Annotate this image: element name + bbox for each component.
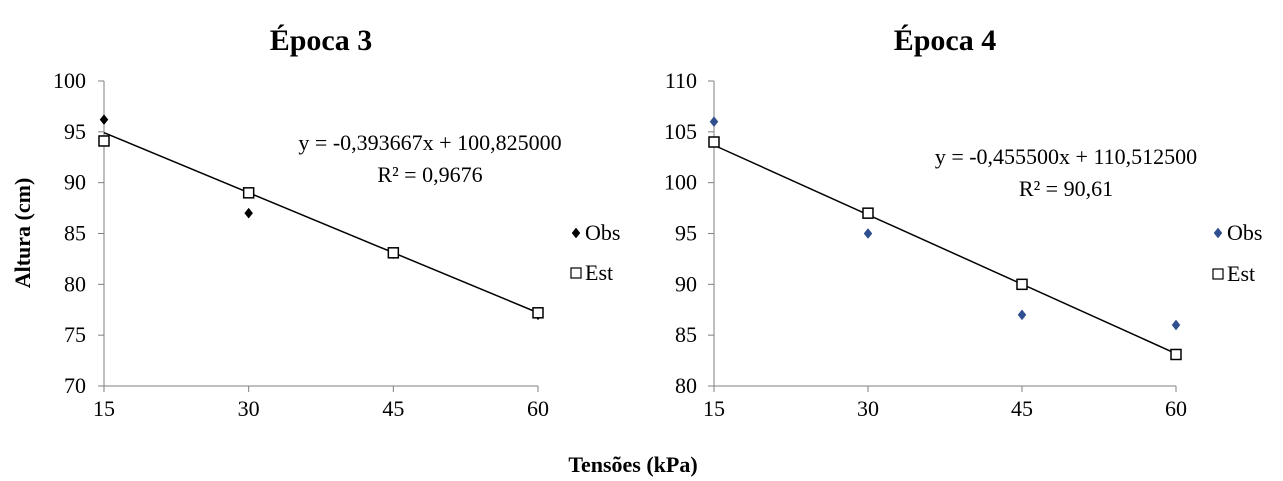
chart-panel-epoca-3: Época 3 70 75 80 85 90 95 100 15 30 45 60 y = -0,393… [53,24,620,421]
r-squared-label: R² = 90,61 [1019,176,1113,201]
y-tick-label: 85 [675,322,697,347]
data-point-est [862,207,874,219]
y-axis-title: Altura (cm) [10,178,35,289]
y-tick-label: 95 [675,221,697,246]
y-tick-label: 95 [64,119,86,144]
data-point-obs [709,116,719,128]
x-tick-label: 45 [1011,396,1033,421]
x-tick-label: 45 [382,396,404,421]
y-tick-label: 70 [64,373,86,398]
data-point-est [532,307,544,319]
legend-marker-est [570,267,582,279]
legend-marker-obs [1213,227,1223,239]
chart-panel-epoca-4: Época 4 80 85 90 95 100 105 110 15 30 45 60 y = -0,4… [664,24,1262,421]
data-point-est [242,187,255,199]
legend-label-est: Est [1227,261,1255,286]
x-tick-label: 15 [93,396,115,421]
trendline [713,144,1177,355]
data-point-est [1016,278,1028,291]
data-point-obs [863,228,873,239]
r-squared-label: R² = 0,9676 [377,162,482,187]
x-tick-label: 15 [703,396,725,421]
y-tick-label: 110 [665,68,697,93]
data-point-obs [99,114,109,126]
legend-marker-est [1212,268,1224,280]
y-tick-label: 85 [64,221,86,246]
y-tick-label: 75 [64,322,86,347]
data-point-obs [1171,319,1181,331]
trendline-equation: y = -0,393667x + 100,825000 [298,130,561,155]
y-tick-label: 100 [53,68,86,93]
x-tick-label: 30 [857,396,879,421]
data-point-obs [1017,309,1027,321]
chart-title: Época 4 [894,24,997,57]
x-tick-label: 30 [238,396,260,421]
y-tick-label: 90 [64,170,86,195]
y-tick-label: 80 [64,271,86,296]
data-point-est [708,136,720,148]
trendline-equation: y = -0,455500x + 110,512500 [935,144,1197,169]
y-tick-label: 100 [664,170,697,195]
legend-label-est: Est [585,260,613,285]
y-tick-label: 90 [675,271,697,296]
x-tick-label: 60 [527,396,549,421]
legend-label-obs: Obs [1227,220,1262,245]
y-tick-label: 80 [675,373,697,398]
data-point-obs [244,207,253,219]
data-point-est [1170,348,1182,361]
legend-label-obs: Obs [585,220,620,245]
trendline [103,131,539,314]
data-point-est [98,135,110,147]
x-tick-label: 60 [1165,396,1187,421]
chart-title: Época 3 [270,24,373,57]
data-point-est [387,247,400,259]
x-axis-title: Tensões (kPa) [568,452,697,477]
legend-marker-obs [571,227,581,239]
y-tick-label: 105 [664,119,697,144]
